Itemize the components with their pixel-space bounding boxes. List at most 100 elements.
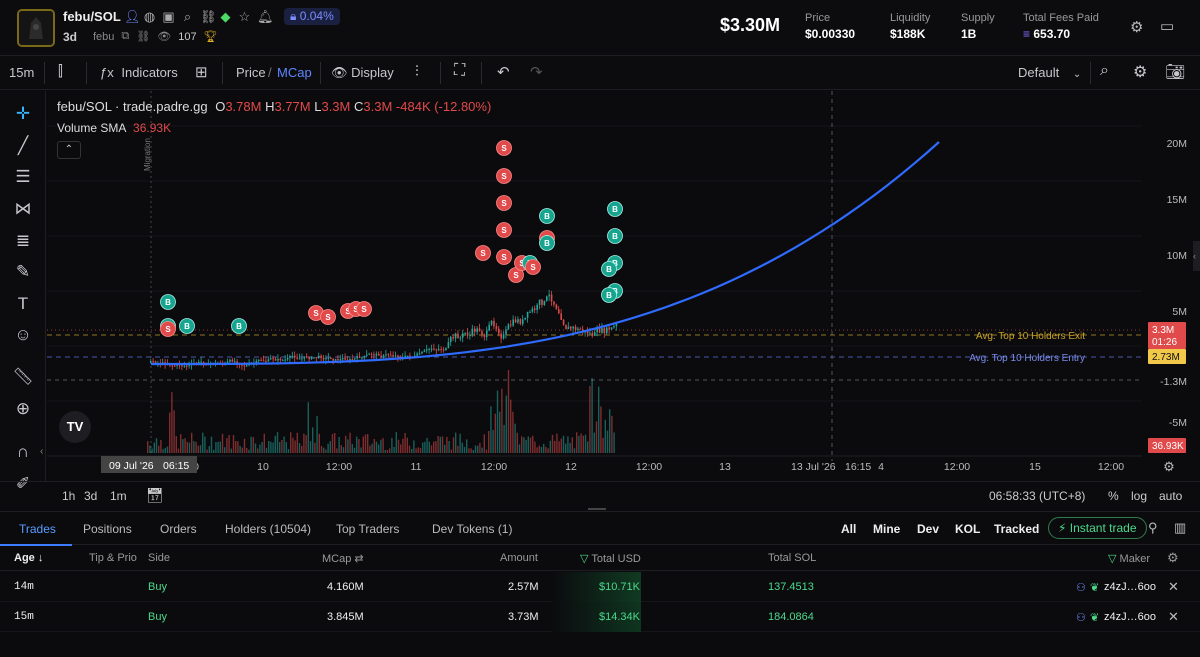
col-maker[interactable]: ▽ Maker xyxy=(1108,552,1150,565)
bell-icon[interactable]: 🔔︎ xyxy=(257,9,274,24)
table-row[interactable]: 15m Buy 3.845M 3.73M $14.34K 184.0864 ⚇ … xyxy=(0,602,1200,632)
range-1m[interactable]: 1m xyxy=(110,489,127,503)
clock-time[interactable]: 06:58:33 (UTC+8) xyxy=(989,489,1086,503)
price-toggle[interactable]: Price xyxy=(236,65,266,80)
collapse-legend-button[interactable]: ⌃ xyxy=(57,141,81,159)
undo-icon[interactable]: ↶ xyxy=(497,64,510,81)
settings-icon[interactable]: ⚙︎ xyxy=(1130,19,1144,36)
trophy-icon[interactable]: 🏆︎ xyxy=(203,31,218,43)
auto-scale[interactable]: auto xyxy=(1159,489,1183,503)
eye-icon: 👁︎ xyxy=(331,65,348,80)
emoji-icon[interactable]: ☺ xyxy=(14,325,32,344)
brush-icon[interactable]: ✎ xyxy=(15,262,31,281)
row-maker[interactable]: z4zJ…6oo xyxy=(1104,581,1156,593)
redo-icon[interactable]: ↷ xyxy=(530,64,543,81)
buy-signal-dot xyxy=(601,287,617,303)
price-chart[interactable]: BBBBSSSSSSSSSSSSSSBBSBSBBBBBB20M15M10M5M… xyxy=(47,91,1200,481)
tab-holders[interactable]: Holders (10504) xyxy=(225,522,312,536)
tab-top-traders[interactable]: Top Traders xyxy=(336,522,400,536)
filter-mine[interactable]: Mine xyxy=(873,522,901,536)
share-icon[interactable]: ⚲ xyxy=(1148,520,1158,535)
range-1h[interactable]: 1h xyxy=(62,489,76,503)
indicators-button[interactable]: ƒx Indicators xyxy=(100,65,178,80)
tab-orders[interactable]: Orders xyxy=(160,522,197,536)
tradingview-logo[interactable]: TV xyxy=(59,411,91,443)
candle-body xyxy=(306,356,308,358)
filter-kol[interactable]: KOL xyxy=(955,522,981,536)
range-3d[interactable]: 3d xyxy=(84,489,98,503)
crosshair-icon[interactable]: ✛ xyxy=(15,104,31,123)
volume-bar xyxy=(536,447,538,453)
calendar-icon[interactable]: 📅︎ xyxy=(146,487,164,503)
camera-icon[interactable]: 📷︎ xyxy=(1165,64,1186,81)
col-usd[interactable]: ▽ Total USD xyxy=(580,552,641,565)
panel-icon[interactable]: ▥ xyxy=(1174,520,1187,535)
row-maker[interactable]: z4zJ…6oo xyxy=(1104,611,1156,623)
col-mcap[interactable]: MCap ⇄ xyxy=(322,552,364,565)
stat-price: Price $0.00330 xyxy=(805,12,855,41)
collapse-sidebar-icon[interactable]: ‹ xyxy=(40,446,44,457)
display-button[interactable]: 👁︎ Display xyxy=(331,65,394,81)
instant-trade-button[interactable]: ⚡︎ Instant trade xyxy=(1048,517,1147,539)
close-icon[interactable]: ✕ xyxy=(1168,579,1179,594)
token-name[interactable]: febu/SOL xyxy=(63,9,121,24)
fullscreen-icon[interactable]: ⛶ xyxy=(454,62,466,79)
user-icon[interactable]: 👤︎ xyxy=(124,9,141,24)
volume-bar xyxy=(268,441,270,453)
table-row[interactable]: 14m Buy 4.160M 2.57M $10.71K 137.4513 ⚇ … xyxy=(0,572,1200,602)
candle-body xyxy=(320,355,322,358)
pill-icon[interactable]: ◆ xyxy=(220,9,231,24)
ruler-icon[interactable]: 📏︎ xyxy=(12,367,34,386)
collapse-right-icon[interactable]: ‹ xyxy=(1193,241,1200,271)
templates-icon[interactable]: ⊞ xyxy=(195,64,208,81)
mcap-toggle[interactable]: MCap xyxy=(277,65,312,80)
pattern-icon[interactable]: ⋈ xyxy=(14,199,32,218)
chat-icon[interactable]: ▣ xyxy=(162,9,175,24)
percent-scale[interactable]: % xyxy=(1108,489,1119,503)
window-icon[interactable]: ▭ xyxy=(1160,18,1175,35)
candle-body xyxy=(313,357,315,359)
zoom-in-icon[interactable]: ⊕ xyxy=(15,399,31,418)
buy-signal-dot xyxy=(179,318,195,334)
tab-dev-tokens[interactable]: Dev Tokens (1) xyxy=(432,522,513,536)
candle-type-icon[interactable]: ⫿ xyxy=(58,63,63,80)
search-icon[interactable]: ⌕ xyxy=(183,9,192,24)
col-age[interactable]: Age ↓ xyxy=(14,552,43,564)
horizontal-lines-icon[interactable]: ☰ xyxy=(15,167,31,186)
candle-body xyxy=(462,333,464,338)
link-icon[interactable]: ⛓︎ xyxy=(136,31,151,43)
log-scale[interactable]: log xyxy=(1131,489,1148,503)
globe-icon[interactable]: ◍ xyxy=(143,9,156,24)
interval-selector[interactable]: 15m xyxy=(9,65,35,80)
copy-icon[interactable]: ⧉ xyxy=(121,30,130,42)
text-icon[interactable]: T xyxy=(17,294,29,313)
trend-line-icon[interactable]: ╱ xyxy=(17,136,29,155)
usd-bar xyxy=(552,602,641,632)
sell-signal-label: S xyxy=(361,305,367,314)
sliders-icon[interactable]: ⫶ xyxy=(415,63,419,80)
star-icon[interactable]: ☆ xyxy=(238,9,251,24)
volume-bar xyxy=(316,416,318,453)
link-icon[interactable]: ⛓︎ xyxy=(200,9,217,24)
volume-bar xyxy=(439,436,441,453)
candle-body xyxy=(183,365,186,367)
lock-draw-icon[interactable]: ✐ xyxy=(15,474,31,493)
token-logo[interactable] xyxy=(17,9,55,47)
settings-icon[interactable]: ⚙︎ xyxy=(1167,550,1179,565)
filter-dev[interactable]: Dev xyxy=(917,522,940,536)
chart-canvas[interactable]: BBBBSSSSSSSSSSSSSSBBSBSBBBBBB20M15M10M5M… xyxy=(47,91,1200,481)
tab-trades[interactable]: Trades xyxy=(19,522,56,536)
magnet-icon[interactable]: ∩ xyxy=(16,442,30,461)
dev-name[interactable]: febu xyxy=(93,30,115,43)
settings-icon[interactable]: ⚙︎ xyxy=(1133,64,1148,81)
layout-selector[interactable]: Default ⌄ xyxy=(1018,65,1081,80)
fib-icon[interactable]: ≣ xyxy=(15,231,31,250)
close-icon[interactable]: ✕ xyxy=(1168,609,1179,624)
divider xyxy=(86,62,87,84)
resize-handle[interactable] xyxy=(588,508,606,510)
filter-tracked[interactable]: Tracked xyxy=(994,522,1040,536)
sell-signal-label: S xyxy=(165,325,171,334)
tab-positions[interactable]: Positions xyxy=(83,522,132,536)
filter-all[interactable]: All xyxy=(841,522,857,536)
search-icon[interactable]: ⌕ xyxy=(1100,62,1109,79)
